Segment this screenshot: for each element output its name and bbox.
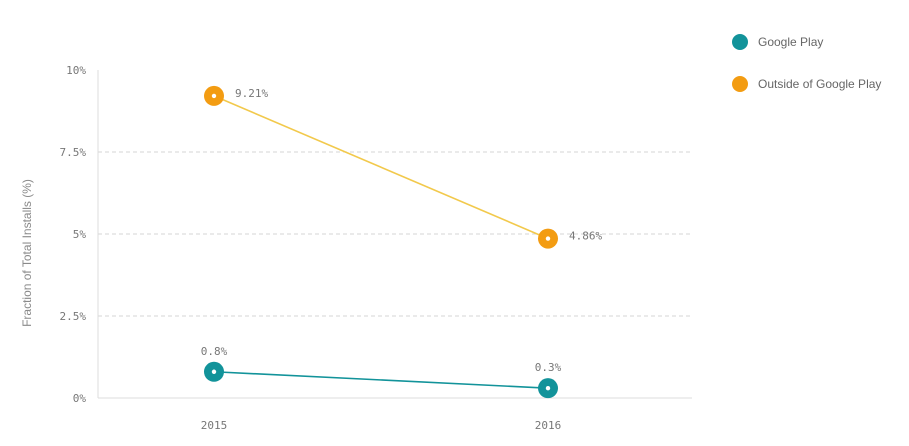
axes xyxy=(97,70,692,399)
y-axis-title: Fraction of Total Installs (%) xyxy=(20,179,34,327)
y-tick-labels: 0% 2.5% 5% 7.5% 10% xyxy=(60,64,87,405)
x-tick-labels: 2015 2016 xyxy=(201,419,562,432)
legend-item[interactable]: Outside of Google Play xyxy=(732,76,881,92)
y-tick-label: 7.5% xyxy=(60,146,87,159)
y-tick-label: 0% xyxy=(73,392,87,405)
series-line xyxy=(213,95,549,240)
legend: Google Play Outside of Google Play xyxy=(732,34,881,92)
series: 0.8% 0.3% 9.21% 4.86% xyxy=(201,85,602,399)
data-point-center xyxy=(545,385,551,391)
data-label: 4.86% xyxy=(569,230,602,243)
gridlines xyxy=(98,151,692,317)
series-group: 9.21% 4.86% xyxy=(204,85,602,249)
series-group: 0.8% 0.3% xyxy=(201,345,562,399)
data-point-center xyxy=(211,369,217,374)
legend-swatch xyxy=(732,76,748,92)
x-tick-label: 2015 xyxy=(201,419,228,432)
legend-item[interactable]: Google Play xyxy=(732,34,823,50)
data-point-center xyxy=(545,236,551,241)
legend-label: Outside of Google Play xyxy=(758,77,881,91)
y-tick-label: 10% xyxy=(66,64,86,77)
data-label: 0.8% xyxy=(201,345,228,358)
y-tick-label: 5% xyxy=(73,228,87,241)
x-tick-label: 2016 xyxy=(535,419,562,432)
data-label: 0.3% xyxy=(535,361,562,374)
legend-label: Google Play xyxy=(758,35,823,49)
data-point-center xyxy=(211,93,217,99)
y-tick-label: 2.5% xyxy=(60,310,87,323)
legend-swatch xyxy=(732,34,748,50)
data-label: 9.21% xyxy=(235,87,268,100)
series-line xyxy=(213,370,549,389)
